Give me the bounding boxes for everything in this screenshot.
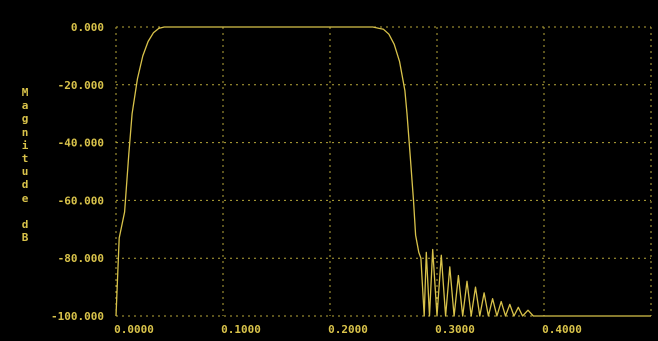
y-tick-label: -60.000 xyxy=(58,194,104,207)
y-tick-label: -100.000 xyxy=(51,310,104,323)
x-tick-labels: 0.0000 0.1000 0.2000 0.3000 0.4000 xyxy=(114,323,582,336)
y-tick-label: -80.000 xyxy=(58,252,104,265)
y-tick-label: -20.000 xyxy=(58,79,104,92)
x-tick-label: 0.2000 xyxy=(328,323,368,336)
y-axis-label: M a g n i t u d e d B xyxy=(21,86,29,245)
x-tick-label: 0.1000 xyxy=(221,323,261,336)
y-tick-label: 0.000 xyxy=(71,21,104,34)
series-layer xyxy=(115,26,651,317)
y-tick-label: -40.000 xyxy=(58,137,104,150)
x-tick-label: 0.3000 xyxy=(435,323,475,336)
series-line-0 xyxy=(115,26,651,317)
x-tick-label: 0.4000 xyxy=(542,323,582,336)
x-tick-label: 0.0000 xyxy=(114,323,154,336)
y-tick-labels: 0.000 -20.000 -40.000 -60.000 -80.000 -100.00… xyxy=(51,21,104,323)
